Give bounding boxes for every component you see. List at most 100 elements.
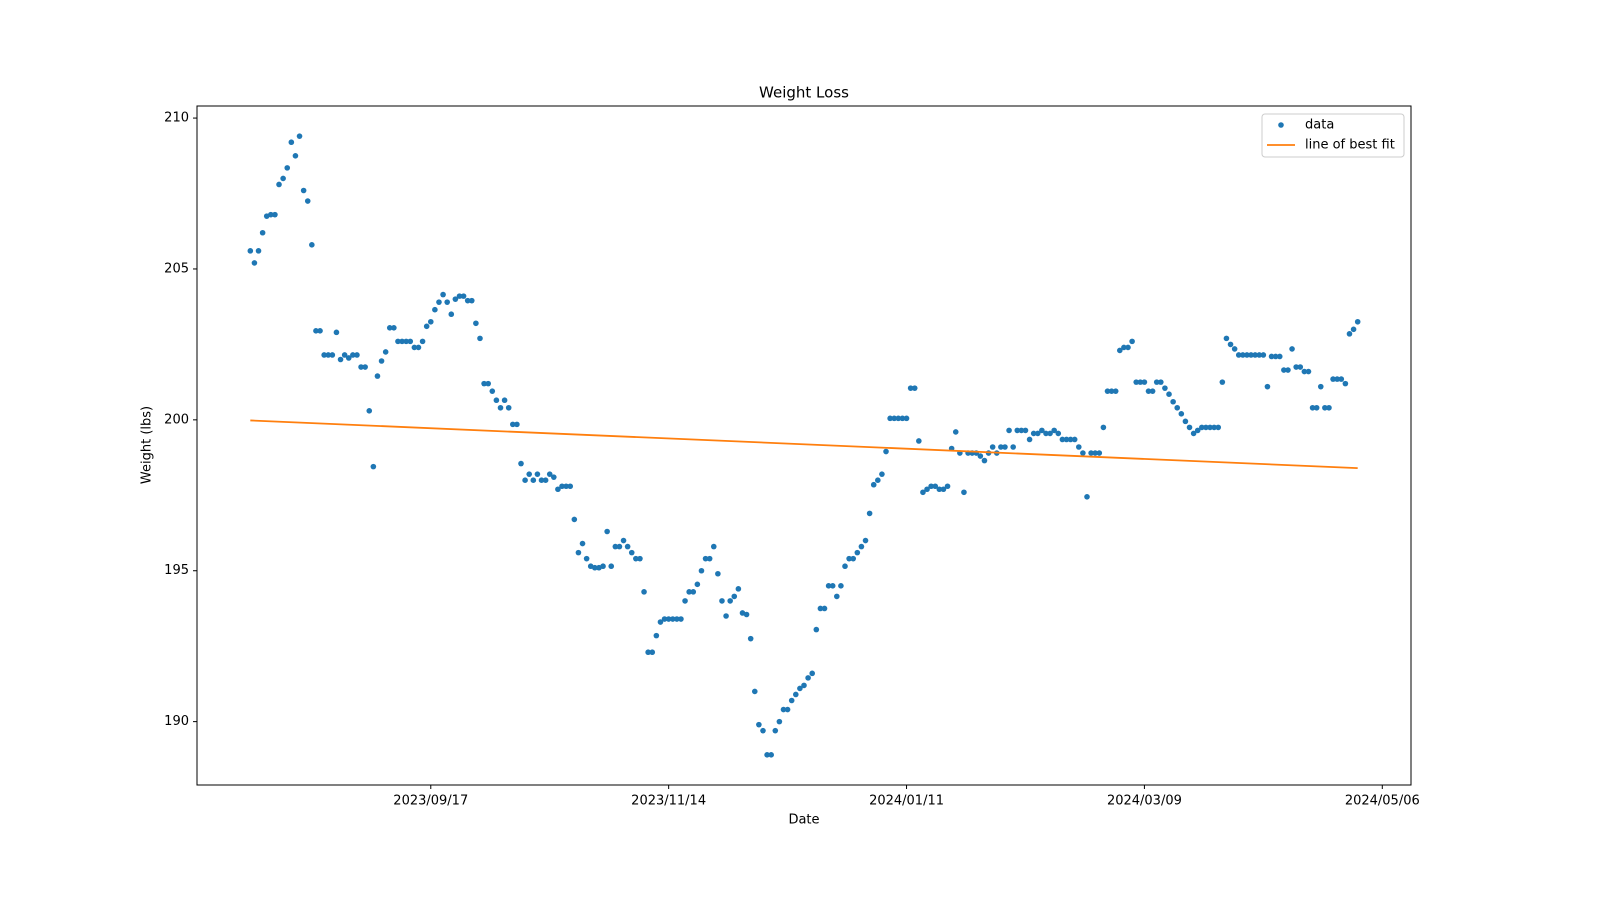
data-point xyxy=(756,721,762,728)
y-tick-label: 205 xyxy=(164,261,189,276)
data-point xyxy=(686,589,692,595)
data-point xyxy=(895,415,902,422)
data-point xyxy=(350,352,356,358)
plot-area xyxy=(247,133,1361,758)
data-point xyxy=(436,299,442,305)
data-point xyxy=(1145,388,1152,394)
data-point xyxy=(1326,404,1332,411)
data-point xyxy=(317,328,323,334)
data-point xyxy=(341,352,348,358)
data-point xyxy=(1125,344,1131,351)
data-point xyxy=(489,388,496,394)
data-point xyxy=(1014,427,1021,434)
data-point xyxy=(559,483,565,490)
y-tick-label: 195 xyxy=(164,563,189,578)
data-point xyxy=(497,404,504,411)
data-point xyxy=(1080,450,1086,456)
data-point xyxy=(1211,424,1217,431)
data-point xyxy=(403,338,409,345)
data-point xyxy=(1071,436,1078,443)
data-point xyxy=(427,318,434,325)
data-point xyxy=(1153,379,1160,385)
data-point xyxy=(1252,352,1258,358)
data-point xyxy=(998,444,1004,450)
data-point xyxy=(1322,404,1328,411)
data-point xyxy=(731,593,738,600)
legend-label: line of best fit xyxy=(1305,138,1395,153)
data-point xyxy=(657,619,664,625)
data-point xyxy=(760,727,766,734)
data-point xyxy=(444,299,450,305)
data-point xyxy=(300,187,307,194)
data-point xyxy=(1330,376,1336,382)
data-point xyxy=(378,358,385,364)
data-point xyxy=(1034,430,1041,437)
data-point xyxy=(1293,364,1299,370)
data-point xyxy=(337,356,344,363)
data-point xyxy=(883,448,889,455)
data-point xyxy=(1199,424,1205,431)
data-point xyxy=(879,471,885,477)
data-point xyxy=(1313,404,1320,411)
data-point xyxy=(411,344,418,351)
data-point xyxy=(251,260,258,266)
data-point xyxy=(1231,346,1238,352)
data-point xyxy=(764,752,770,758)
data-point xyxy=(386,325,393,331)
data-point xyxy=(727,598,733,604)
data-point xyxy=(514,421,520,428)
data-point xyxy=(1309,404,1316,411)
data-point xyxy=(452,296,459,302)
legend-swatch xyxy=(1278,122,1284,128)
data-point xyxy=(751,688,758,695)
data-point xyxy=(846,555,852,562)
x-tick-label: 2024/01/11 xyxy=(869,794,944,809)
data-point xyxy=(583,555,590,562)
data-point xyxy=(1088,450,1094,456)
data-point xyxy=(1039,427,1045,434)
data-point xyxy=(1264,383,1271,390)
data-point xyxy=(944,483,951,490)
data-point xyxy=(395,338,401,345)
data-point xyxy=(928,483,934,490)
data-point xyxy=(1182,418,1189,425)
data-point xyxy=(1190,430,1197,437)
data-point xyxy=(1350,326,1357,333)
data-point xyxy=(366,407,373,414)
data-point xyxy=(505,404,512,411)
data-point xyxy=(1248,352,1254,358)
data-point xyxy=(989,444,996,450)
data-point xyxy=(924,486,930,493)
data-point xyxy=(842,563,848,570)
data-point xyxy=(698,567,705,574)
data-point xyxy=(542,477,549,484)
data-point xyxy=(653,632,660,639)
data-point xyxy=(715,570,721,577)
data-point xyxy=(1063,436,1070,443)
data-point xyxy=(1047,430,1053,437)
data-point xyxy=(797,685,803,692)
data-point xyxy=(325,352,332,358)
data-point xyxy=(678,616,684,622)
data-point xyxy=(940,486,947,493)
data-point xyxy=(961,489,967,496)
data-point xyxy=(510,421,516,428)
data-point xyxy=(333,329,340,336)
data-point xyxy=(637,555,643,562)
data-point xyxy=(1129,338,1135,345)
data-point xyxy=(571,516,578,523)
data-point xyxy=(710,543,717,550)
data-point xyxy=(1297,364,1304,370)
data-point xyxy=(1289,346,1295,352)
data-point xyxy=(788,697,795,704)
data-point xyxy=(1108,388,1115,394)
data-point xyxy=(423,323,430,330)
data-point xyxy=(661,616,668,622)
data-point xyxy=(850,555,857,562)
axes-frame xyxy=(196,105,1412,786)
y-axis-label: Weight (lbs) xyxy=(140,406,155,484)
chart-title: Weight Loss xyxy=(759,84,849,102)
data-point xyxy=(1026,436,1033,443)
